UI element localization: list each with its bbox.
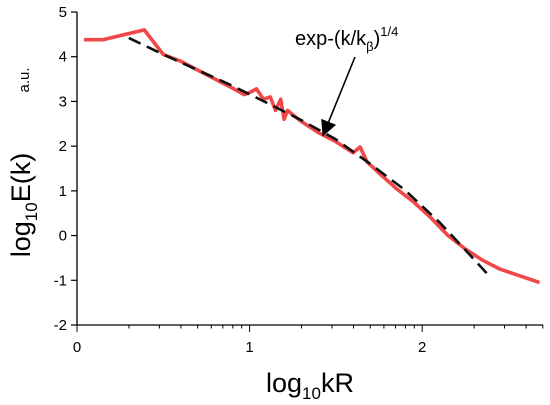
svg-text:log10E(k): log10E(k) [6,153,41,257]
annotation-sub: β [366,39,373,54]
x-tick-label: 0 [73,339,81,356]
x-axis-title: log10kR [266,368,354,403]
y-tick-label: 0 [59,228,67,245]
annotation-label: exp-(k/kβ)1/4 [295,24,398,54]
y-tick-label: -2 [54,317,67,334]
y-tick-label: -1 [54,272,67,289]
y-axis-unit-label: a.u. [16,67,33,92]
annotation-sup: 1/4 [380,24,398,39]
y-axis-title-sub: 10 [22,202,41,221]
annotation [321,56,356,137]
annotation-prefix: exp-(k/k [295,28,367,50]
y-tick-label: 5 [59,4,67,21]
y-axis-title-main: log [6,221,36,257]
y-axis-title-tail: E(k) [6,153,36,203]
y-tick-label: 2 [59,138,67,155]
x-axis-title-sub: 10 [302,384,321,403]
series-layer [83,28,541,285]
data-line-series [83,28,541,285]
y-tick-label: 3 [59,93,67,110]
axes: -2 -1 0 1 2 3 4 5 0 1 2 [54,4,544,356]
y-tick-label: 4 [59,49,67,66]
y-tick-label: 1 [59,183,67,200]
x-axis-title-tail: kR [321,368,354,398]
x-tick-label: 1 [245,339,253,356]
annotation-arrow [321,56,356,137]
x-axis-title-main: log [266,368,302,398]
fit-line-series [128,36,493,279]
y-axis-title: log10E(k) [6,153,41,257]
annotation-suffix: ) [374,28,381,50]
y-axis-unit: a.u. [16,67,33,92]
x-tick-label: 2 [418,339,426,356]
